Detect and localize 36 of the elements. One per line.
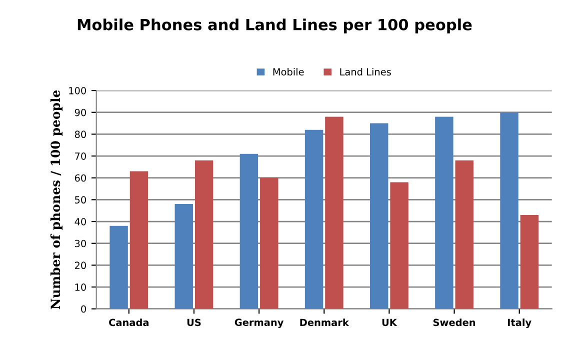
bar bbox=[130, 171, 148, 309]
y-tick-label: 40 bbox=[74, 218, 86, 226]
bar bbox=[304, 130, 324, 309]
y-tick-label: 50 bbox=[75, 196, 86, 204]
x-tick-label: Denmark bbox=[300, 318, 350, 326]
y-tick-label: 10 bbox=[75, 283, 86, 291]
legend-label: Land Lines bbox=[340, 68, 391, 76]
y-tick-label: 60 bbox=[74, 174, 86, 182]
bar bbox=[455, 160, 474, 309]
y-tick-label: 0 bbox=[81, 305, 86, 313]
bar bbox=[520, 214, 539, 309]
y-tick-label: 100 bbox=[69, 87, 86, 94]
x-tick-label: UK bbox=[382, 318, 398, 326]
x-tick-label: Sweden bbox=[433, 318, 476, 326]
y-tick-label: 30 bbox=[75, 240, 86, 248]
bar bbox=[194, 160, 214, 309]
bar bbox=[260, 178, 278, 309]
x-tick-label: Italy bbox=[508, 318, 532, 328]
y-axis-title: Number of phones / 100 people bbox=[50, 90, 63, 310]
bar bbox=[240, 154, 258, 309]
bar bbox=[390, 182, 408, 309]
bar bbox=[174, 204, 193, 309]
chart-title: Mobile Phones and Land Lines per 100 people bbox=[78, 18, 472, 34]
bar bbox=[110, 226, 128, 309]
bar bbox=[500, 112, 518, 309]
y-tick-label: 80 bbox=[74, 130, 86, 138]
y-tick-label: 70 bbox=[75, 152, 86, 160]
bar bbox=[435, 116, 454, 309]
bar bbox=[325, 116, 344, 309]
x-tick-label: Germany bbox=[234, 318, 284, 328]
legend-label: Mobile bbox=[273, 68, 304, 76]
bar bbox=[370, 123, 388, 309]
y-tick-label: 20 bbox=[74, 262, 86, 270]
y-tick-label: 90 bbox=[74, 108, 86, 116]
x-tick-label: US bbox=[187, 318, 201, 326]
x-tick-label: Canada bbox=[109, 318, 148, 326]
